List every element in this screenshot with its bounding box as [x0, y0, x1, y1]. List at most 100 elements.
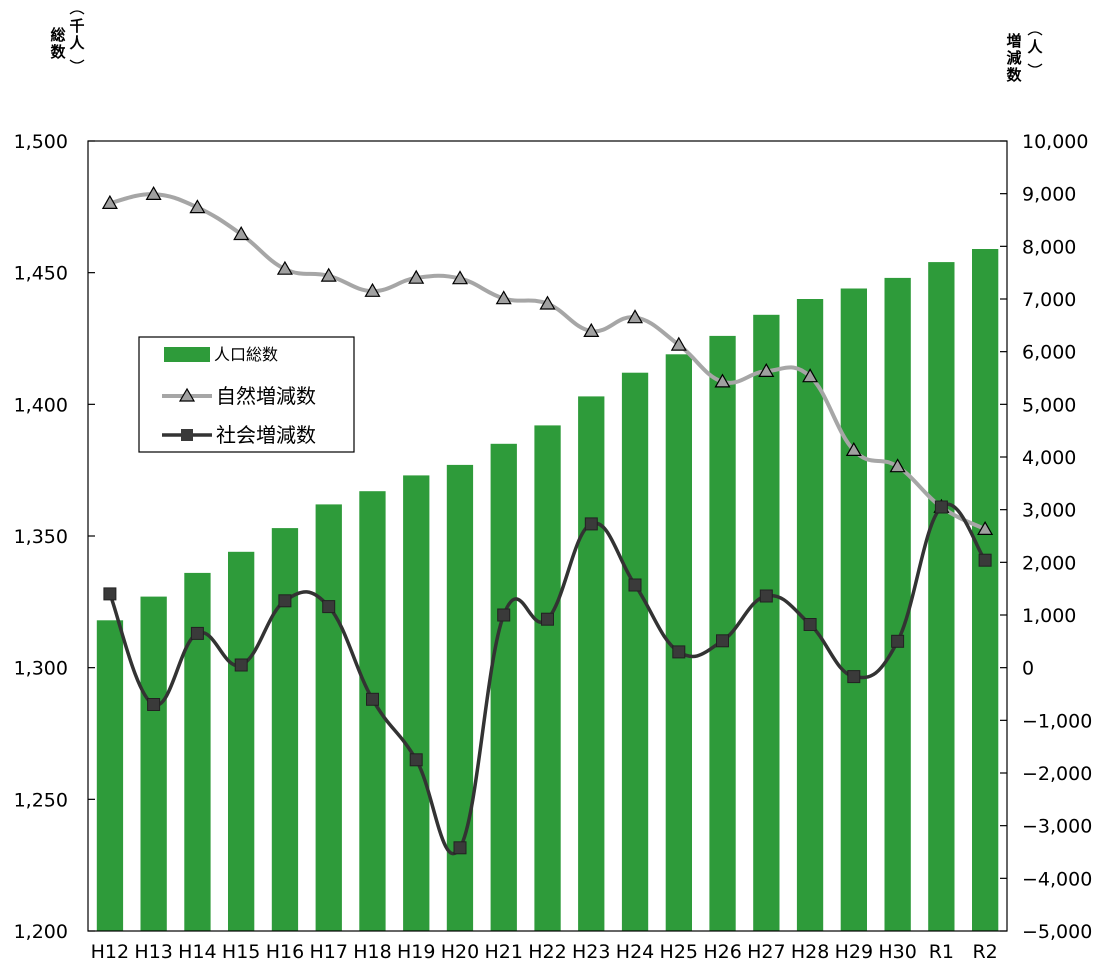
social-change-point-H30: [891, 634, 905, 648]
legend-label-natural: 自然増減数: [216, 384, 316, 408]
social-change-point-H22: [541, 612, 554, 626]
right-tick-label: −2,000: [1022, 763, 1092, 785]
right-axis-title: 増: [1006, 32, 1021, 50]
left-tick-label: 1,200: [14, 921, 68, 943]
social-change-point-H26: [716, 634, 729, 648]
bar-H21: [490, 443, 517, 931]
bar-H23: [578, 396, 605, 931]
right-tick-label: 6,000: [1022, 342, 1076, 364]
right-tick-label: 5,000: [1022, 394, 1076, 416]
left-tick-label: 1,250: [14, 789, 68, 811]
left-tick-label: 1,400: [14, 394, 68, 416]
right-tick-label: −4,000: [1022, 868, 1092, 890]
natural-change-point-H23: [583, 322, 600, 337]
right-tick-label: −5,000: [1022, 921, 1092, 943]
social-change-point-H16: [278, 594, 292, 608]
x-tick-label: H18: [353, 941, 391, 963]
left-axis-unit: 千: [69, 17, 84, 35]
x-tick-label: H24: [616, 941, 654, 963]
x-tick-label: H14: [178, 941, 216, 963]
social-change-point-H24: [628, 578, 642, 592]
left-axis-unit: 人: [69, 34, 85, 52]
left-tick-label: 1,350: [14, 526, 68, 548]
social-change-point-H18: [366, 692, 379, 706]
right-axis-ticks: −5,000 −4,000 −3,000 −2,000 −1,000 0 1,000 2,00…: [1000, 131, 1092, 943]
right-tick-label: 10,000: [1022, 131, 1088, 153]
social-change-point-H23: [584, 517, 598, 531]
x-tick-label: H21: [485, 941, 523, 963]
right-tick-label: 9,000: [1022, 184, 1076, 206]
social-change-point-H17: [322, 600, 336, 614]
natural-change-point-R2: [977, 520, 994, 536]
bar-H14: [184, 572, 211, 931]
x-tick-label: H28: [791, 941, 829, 963]
x-tick-label: H17: [309, 941, 347, 963]
legend-bar-swatch: [164, 347, 210, 362]
right-axis-title: 数: [1006, 66, 1022, 84]
social-change-point-H12: [103, 587, 117, 601]
bar-H16: [271, 528, 299, 931]
left-axis-title: 総: [50, 26, 65, 44]
paren-open: [1027, 31, 1043, 36]
x-tick-label: H25: [660, 941, 698, 963]
natural-change-point-H22: [539, 295, 556, 310]
x-tick-label: H26: [703, 941, 741, 963]
x-tick-label: H29: [835, 941, 873, 963]
social-change-line: [108, 502, 987, 856]
bar-H20: [446, 464, 474, 931]
social-change-point-H14: [190, 626, 204, 640]
bar-H27: [753, 314, 780, 931]
bar-H13: [140, 596, 167, 931]
x-tick-label: H23: [572, 941, 610, 963]
x-axis-ticks: H12 H13 H14 H15 H16 H17 H18 H19 H20 H21 H22 H23 H24 H…: [91, 941, 998, 963]
bar-H17: [315, 504, 342, 931]
population-bars: [96, 249, 999, 932]
line-series: [101, 185, 994, 856]
bar-R1: [928, 262, 955, 932]
legend-square-icon: [181, 429, 193, 441]
left-tick-label: 1,300: [14, 658, 68, 680]
x-tick-label: H15: [222, 941, 260, 963]
bar-H29: [840, 288, 867, 931]
bar-H12: [96, 620, 124, 931]
right-tick-label: −3,000: [1022, 816, 1092, 838]
natural-change-point-H12: [101, 194, 118, 209]
right-axis-title: 減: [1006, 49, 1021, 67]
social-change-point-H20: [453, 841, 467, 855]
natural-change-point-H17: [320, 267, 337, 282]
x-tick-label: H20: [441, 941, 479, 963]
natural-change-point-H15: [233, 225, 250, 241]
x-tick-label: H12: [91, 941, 129, 963]
x-tick-label: H30: [878, 941, 916, 963]
right-axis-unit: 人: [1027, 38, 1043, 56]
right-tick-label: 7,000: [1022, 289, 1076, 311]
bar-H19: [403, 475, 430, 931]
legend-label-population: 人口総数: [214, 345, 278, 364]
social-change-point-H19: [409, 753, 423, 767]
right-tick-label: −1,000: [1022, 710, 1092, 732]
right-tick-label: 2,000: [1022, 552, 1076, 574]
social-change-point-H25: [672, 645, 686, 659]
x-tick-label: H27: [747, 941, 785, 963]
social-change-point-H15: [234, 658, 248, 672]
bar-H15: [228, 551, 255, 931]
x-tick-label: H16: [266, 941, 304, 963]
bar-H30: [884, 277, 911, 931]
bar-H22: [534, 425, 561, 931]
natural-change-point-H19: [408, 269, 425, 284]
social-change-point-R2: [978, 553, 992, 567]
social-change-point-H27: [759, 589, 773, 603]
natural-change-point-H30: [889, 458, 906, 473]
natural-change-point-H20: [451, 270, 469, 285]
right-tick-label: 4,000: [1022, 447, 1076, 469]
natural-change-point-H13: [145, 185, 162, 200]
right-tick-label: 8,000: [1022, 236, 1076, 258]
x-tick-label: H13: [134, 941, 172, 963]
natural-change-point-H26: [714, 373, 731, 388]
natural-change-point-H18: [364, 282, 381, 297]
x-tick-label: R2: [972, 941, 997, 963]
natural-change-point-H21: [495, 290, 512, 305]
left-axis-ticks: 1,200 1,250 1,300 1,350 1,400 1,450 1,500: [14, 131, 95, 943]
